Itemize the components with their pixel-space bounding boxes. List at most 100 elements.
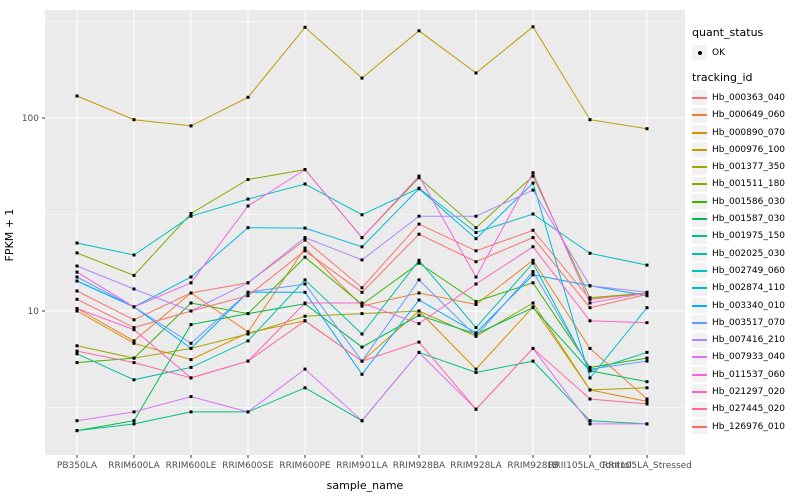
data-point [360,245,364,249]
x-tick-label: RRII105LA_Stressed [602,461,692,471]
legend-title-tracking-id: tracking_id [692,71,753,85]
data-point [132,356,136,360]
legend-item: Hb_000976_100 [692,141,798,158]
x-tick-label: PB350LA [57,461,98,471]
legend-item: Hb_007416_210 [692,331,798,348]
data-point [474,407,478,411]
legend-line-swatch-icon [692,200,707,203]
data-point [474,275,478,279]
legend-line-swatch-icon [692,390,707,393]
legend-item-label: Hb_002749_060 [712,265,786,276]
x-tick-label: RRIM600LE [166,461,217,471]
data-point [75,270,79,274]
data-point [417,322,421,326]
legend-item-label: Hb_002874_110 [712,283,786,294]
x-tick-label: RRIM928BA [393,461,446,471]
data-point [303,168,307,172]
data-point [417,261,421,265]
y-tick-label: 10 [28,307,40,317]
data-point [189,281,193,285]
data-point [189,291,193,295]
data-point [360,304,364,308]
data-point [75,349,79,353]
data-point [360,236,364,240]
data-point [75,344,79,348]
data-point [588,301,592,305]
data-point [360,345,364,349]
data-point [417,291,421,295]
data-point [132,341,136,345]
legend-line-swatch-icon [692,321,707,324]
legend-key [692,125,707,141]
data-point [75,241,79,245]
legend: quant_status OK tracking_id Hb_000363_04… [692,26,798,435]
data-point [417,232,421,236]
data-point [360,359,364,363]
legend-item-label: Hb_003340_010 [712,300,786,311]
data-point [360,332,364,336]
legend-line-swatch-icon [692,356,707,359]
legend-line-swatch-icon [692,148,707,151]
legend-item-label: Hb_021297_020 [712,386,786,397]
data-point [474,249,478,253]
data-point [246,95,250,99]
data-point [132,339,136,343]
data-point [645,350,649,354]
data-point [417,309,421,313]
data-point [246,281,250,285]
data-point [132,419,136,423]
legend-line-swatch-icon [692,114,707,117]
legend-item-label: Hb_126976_010 [712,421,786,432]
data-point [303,249,307,253]
legend-title-quant-status: quant_status [692,26,764,39]
data-point [75,264,79,268]
legend-item-label: Hb_002025_030 [712,248,786,259]
data-point [246,410,250,414]
data-point [645,263,649,267]
legend-line-swatch-icon [692,287,707,290]
legend-item: Hb_000363_040 [692,89,798,106]
data-point [417,298,421,302]
data-point [588,369,592,373]
legend-key [692,315,707,331]
data-point [588,284,592,288]
x-tick-label: RRIM600LA [108,461,160,471]
legend-item: Hb_001511_180 [692,176,798,193]
legend-item: Hb_003340_010 [692,297,798,314]
data-point [531,236,535,240]
data-point [303,226,307,230]
data-point [474,300,478,303]
data-point [417,176,421,180]
data-point [75,361,79,365]
legend-line-swatch-icon [692,218,707,221]
legend-line-swatch-icon [692,183,707,186]
data-point [474,371,478,374]
data-point [189,124,193,128]
data-point [474,260,478,264]
legend-item: Hb_021297_020 [692,383,798,400]
data-point [246,312,250,316]
data-point [132,253,136,257]
legend-item: Hb_007933_040 [692,349,798,366]
data-point [474,231,478,234]
data-point [588,388,592,392]
data-point [588,296,592,300]
legend-item-label: Hb_001975_150 [712,231,786,242]
data-point [189,275,193,279]
data-point [132,378,136,382]
data-point [246,290,250,294]
legend-item: Hb_000649_060 [692,107,798,124]
data-point [645,397,649,401]
data-point [189,212,193,215]
data-point [474,367,478,371]
data-point [645,386,649,390]
data-point [645,356,649,360]
legend-item-label: Hb_000976_100 [712,144,786,155]
data-point [303,255,307,259]
data-point [189,301,193,305]
data-point [303,278,307,282]
data-point [132,273,136,277]
data-point [417,313,421,317]
legend-item-label: Hb_001586_030 [712,196,786,207]
